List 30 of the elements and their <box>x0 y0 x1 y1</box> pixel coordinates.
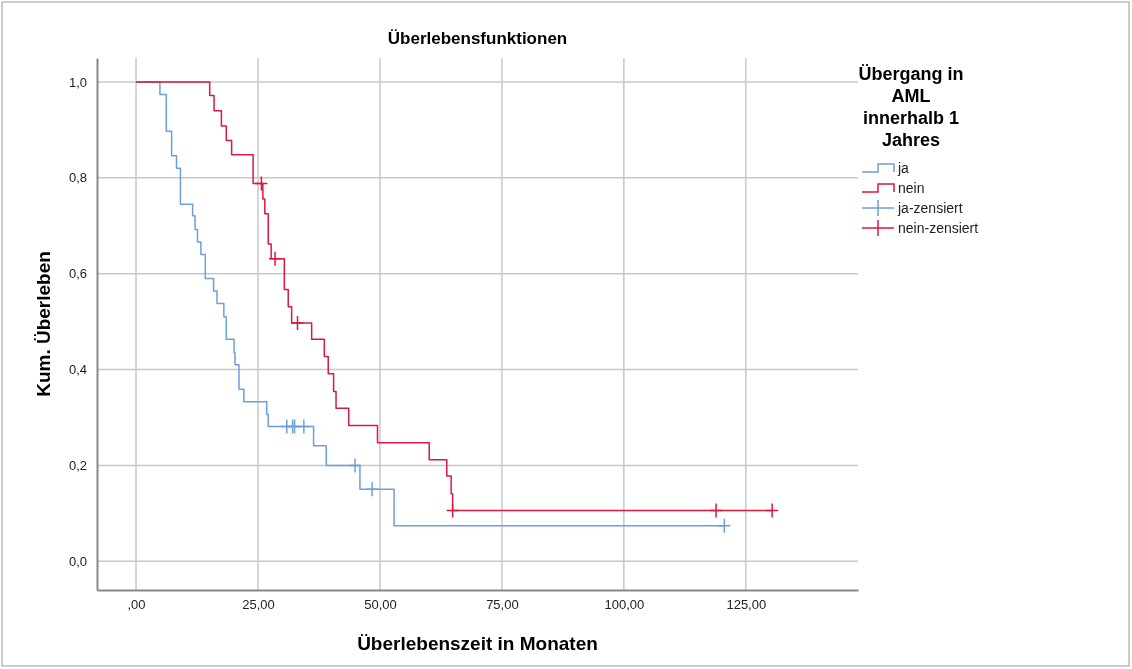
y-tick-label: 0,8 <box>68 170 87 186</box>
legend-label: nein <box>898 180 925 196</box>
y-tick-label: 0,6 <box>68 266 87 282</box>
legend-label: nein-zensiert <box>898 220 979 236</box>
point <box>268 251 282 267</box>
x-tick-label: 25,00 <box>242 597 275 613</box>
point <box>254 175 269 192</box>
x-tick-label: 50,00 <box>364 597 397 613</box>
legend-title: Übergang in AML innerhalb 1 Jahres <box>858 64 964 150</box>
chart-title: Überlebensfunktionen <box>387 29 568 48</box>
point <box>445 502 460 519</box>
point <box>348 457 362 474</box>
point <box>717 518 732 534</box>
x-tick-label: 100,00 <box>604 597 645 613</box>
legend-label: ja <box>897 160 910 176</box>
point <box>765 502 779 519</box>
x-axis-title: Überlebenszeit in Monaten <box>357 633 598 654</box>
legend-label: ja-zensiert <box>897 200 963 216</box>
y-tick-label: 0,2 <box>68 458 87 474</box>
y-axis-title: Kum. Überleben <box>33 251 54 397</box>
point <box>365 481 379 498</box>
y-tick-label: 0,4 <box>68 362 87 378</box>
x-tick-label: 125,00 <box>726 597 767 613</box>
x-tick-label: 75,00 <box>486 597 519 613</box>
x-tick-label: ,00 <box>127 597 146 613</box>
y-tick-label: 1,0 <box>68 74 87 90</box>
point <box>297 418 311 435</box>
y-tick-label: 0,0 <box>68 553 87 569</box>
point <box>290 315 305 331</box>
point <box>709 502 723 519</box>
